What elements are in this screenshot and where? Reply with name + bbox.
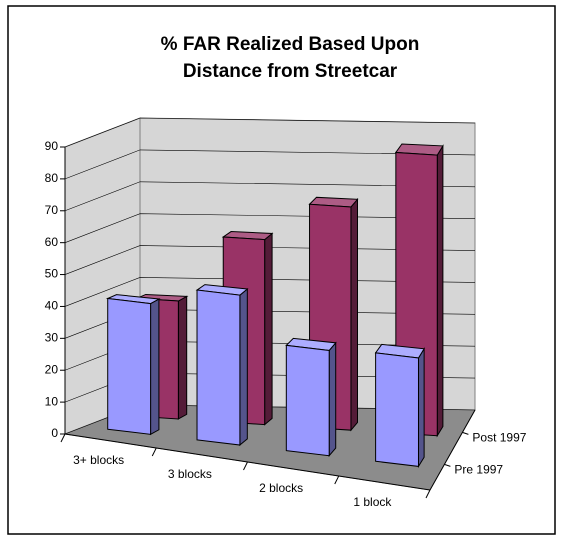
x-tick-label: 3+ blocks [73, 453, 124, 467]
bar-front [375, 352, 419, 467]
chart-title: % FAR Realized Based Upon [161, 34, 420, 55]
y-tick-label: 60 [45, 235, 59, 249]
bar-side [328, 341, 337, 458]
bar-side [350, 197, 358, 432]
y-tick-label: 40 [45, 299, 59, 313]
bar [285, 337, 337, 458]
grid-line [64, 213, 476, 243]
y-tick-label: 90 [45, 139, 59, 153]
depth-axis [429, 409, 476, 491]
bar-side [264, 232, 273, 426]
y-tick-label: 30 [45, 331, 59, 345]
bar [374, 343, 425, 469]
y-tick-label: 50 [45, 267, 59, 281]
grid-line [64, 245, 476, 275]
x-tick [243, 461, 248, 471]
bar-front [196, 289, 241, 446]
bar-side [150, 298, 160, 436]
grid-line [64, 117, 476, 148]
series-label: Pre 1997 [454, 463, 503, 477]
x-tick-label: 1 block [353, 495, 392, 509]
bar [105, 294, 161, 436]
depth-tick [462, 431, 469, 435]
bar-side [177, 295, 188, 420]
chart-subtitle: Distance from Streetcar [183, 61, 398, 82]
y-tick-label: 20 [45, 362, 59, 376]
y-tick-label: 10 [45, 394, 59, 408]
grid-line [64, 277, 476, 307]
y-tick-label: 80 [45, 171, 59, 185]
y-tick-label: 0 [51, 426, 58, 440]
y-tick-label: 70 [45, 203, 59, 217]
bar-side [417, 347, 425, 469]
grid-line [64, 181, 476, 212]
x-tick [425, 489, 431, 499]
series-label: Post 1997 [472, 431, 526, 445]
x-tick-label: 3 blocks [168, 467, 212, 481]
grid-line [64, 149, 476, 180]
x-tick [334, 475, 340, 485]
x-axis [64, 433, 431, 491]
bar-front [107, 297, 152, 435]
x-tick-label: 2 blocks [259, 481, 303, 495]
bar-front [285, 344, 330, 457]
bar [195, 284, 249, 447]
bar-side [239, 287, 248, 447]
x-tick [151, 447, 157, 457]
depth-tick [444, 463, 451, 467]
bar-side [436, 144, 444, 438]
x-tick [60, 433, 66, 443]
